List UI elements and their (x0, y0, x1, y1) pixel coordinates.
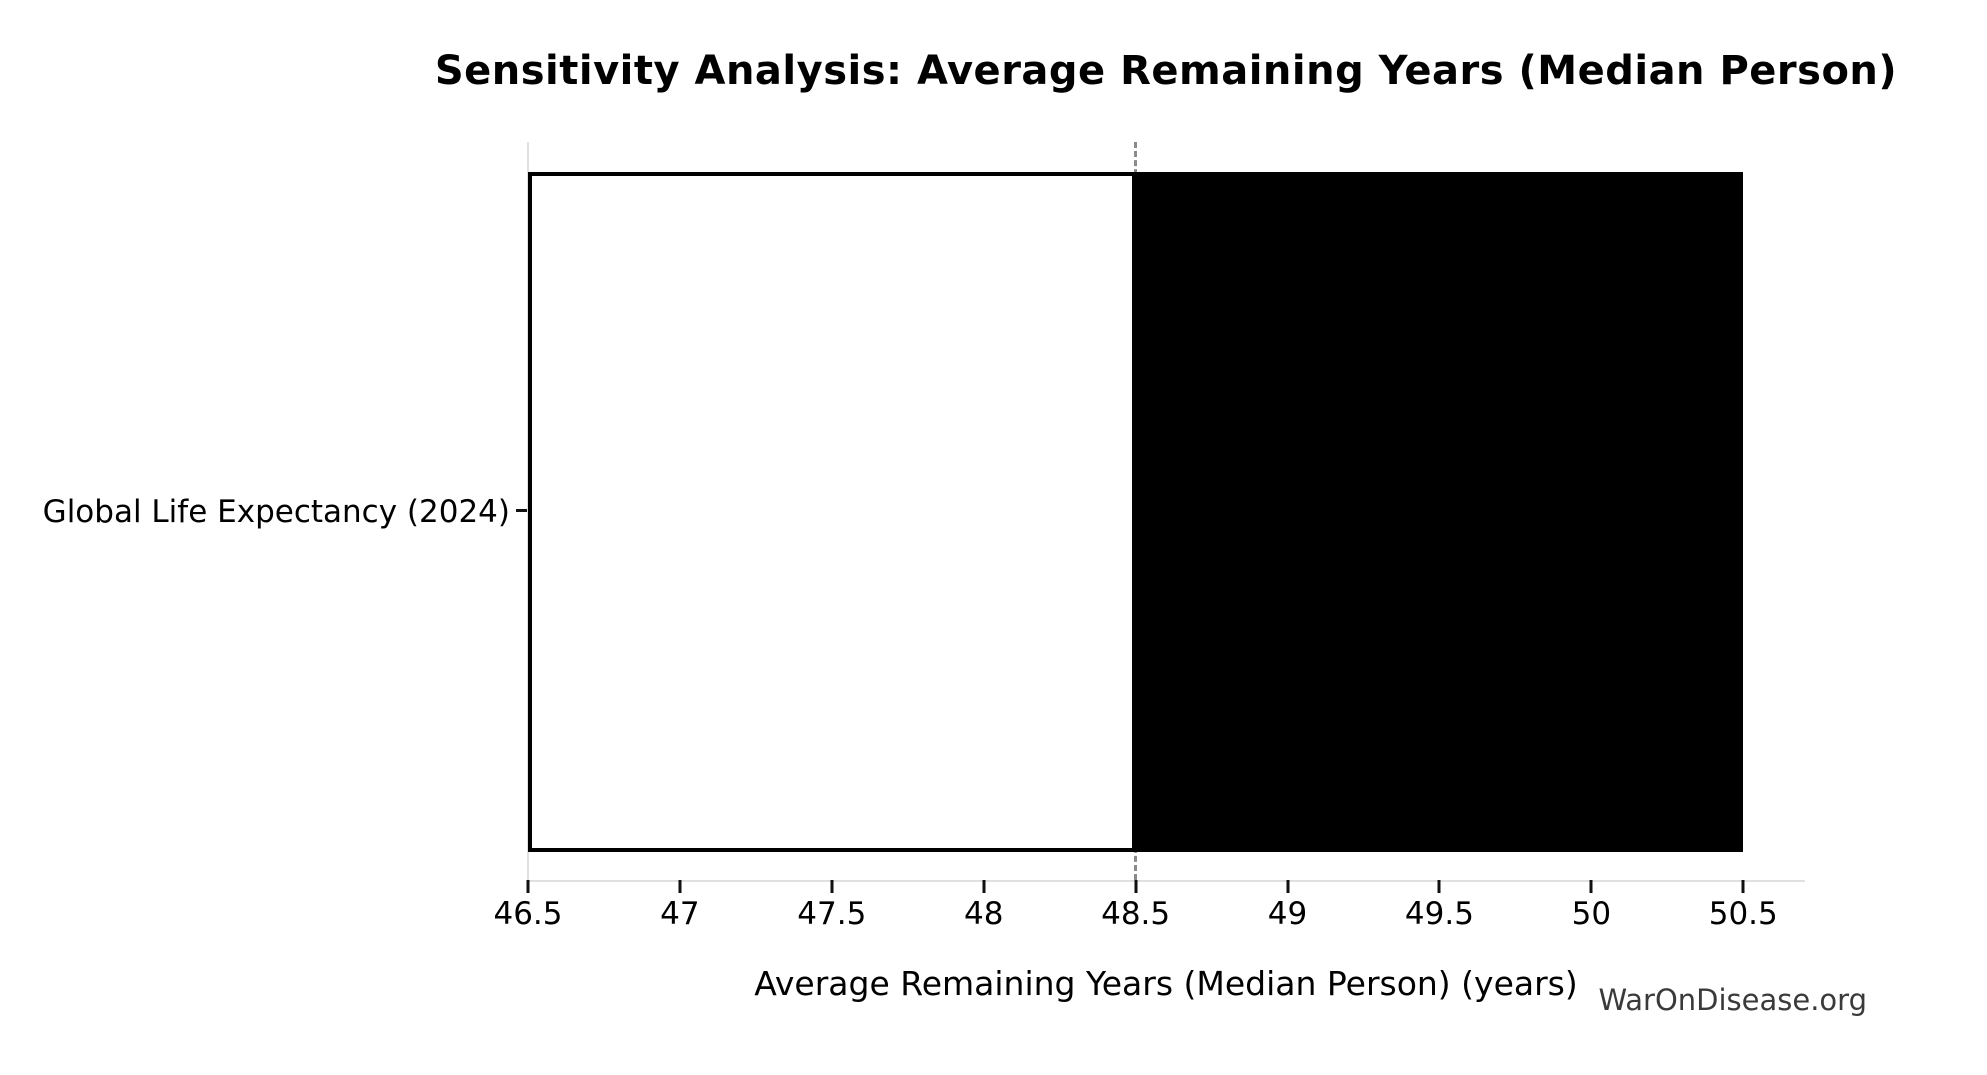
x-tick-label: 49.5 (1404, 896, 1474, 932)
x-tick-label: 49 (1267, 896, 1308, 932)
y-axis-tick-mark (516, 509, 527, 512)
bar-high-segment (1135, 172, 1744, 852)
x-tick-label: 46.5 (493, 896, 563, 932)
x-tick-mark (678, 880, 682, 893)
x-tick-mark (526, 880, 530, 893)
x-tick-mark (1437, 880, 1441, 893)
x-tick-label: 47 (660, 896, 700, 932)
x-axis-spine (527, 880, 1805, 882)
x-tick-label: 48.5 (1101, 896, 1171, 932)
x-tick-label: 50 (1571, 896, 1612, 932)
x-tick-mark (1741, 880, 1745, 893)
x-tick-label: 50.5 (1708, 896, 1778, 932)
x-tick-label: 48 (963, 896, 1004, 932)
x-tick-mark (982, 880, 986, 893)
x-tick-mark (1589, 880, 1593, 893)
bar-low-segment (528, 172, 1136, 852)
x-axis-title: Average Remaining Years (Median Person) … (754, 964, 1578, 1003)
x-tick-label: 47.5 (797, 896, 867, 932)
x-tick-mark (1134, 880, 1138, 893)
chart-title: Sensitivity Analysis: Average Remaining … (434, 48, 1898, 94)
x-tick-mark (1286, 880, 1290, 893)
y-axis-category-label: Global Life Expectancy (2024) (42, 494, 510, 530)
x-tick-mark (830, 880, 834, 893)
watermark-text: WarOnDisease.org (1598, 983, 1867, 1017)
plot-area: 46.5 47 47.5 48 48.5 49 49.5 50 50.5 (493, 142, 1805, 932)
